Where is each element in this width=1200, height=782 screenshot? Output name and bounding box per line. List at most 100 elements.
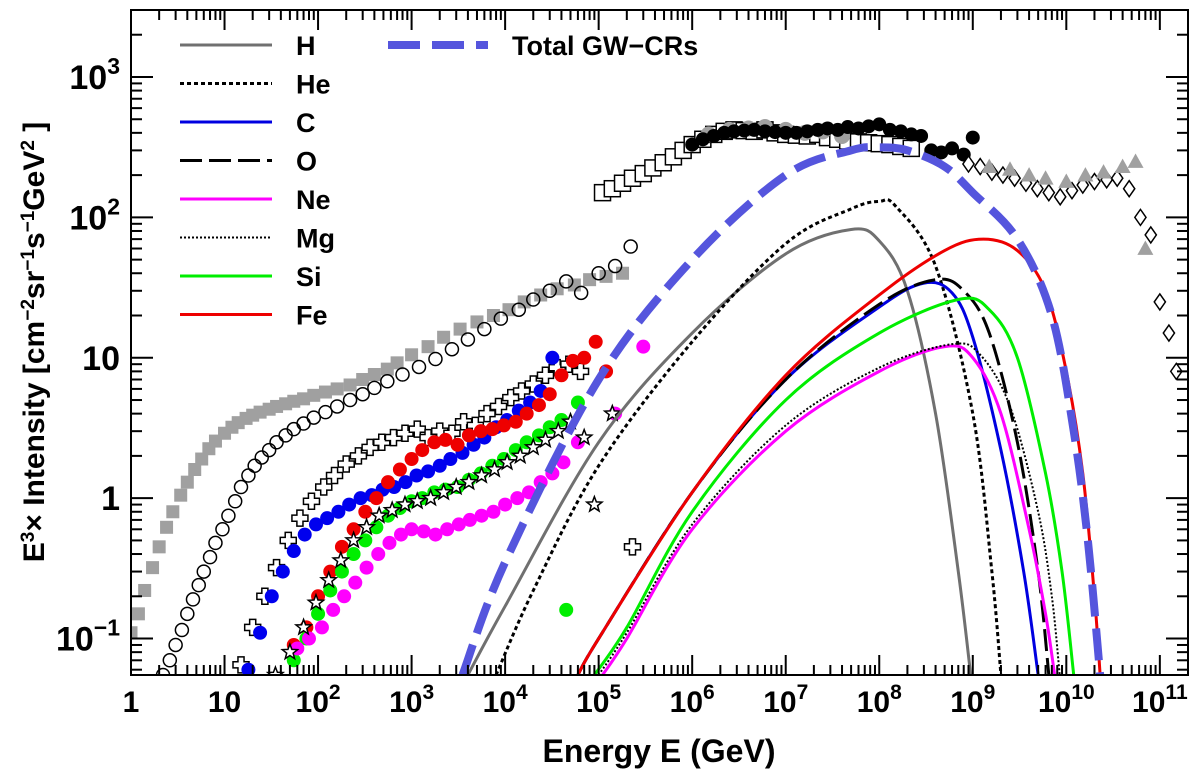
data-point	[318, 385, 332, 399]
data-point	[498, 497, 513, 512]
data-point	[369, 520, 384, 535]
data-point	[820, 121, 835, 136]
data-point	[554, 368, 569, 383]
data-point	[1002, 161, 1019, 176]
x-tick-label: 1010	[1038, 681, 1095, 719]
data-point	[180, 475, 194, 489]
data-point	[318, 404, 333, 420]
data-point	[872, 117, 887, 132]
data-point	[1030, 179, 1044, 199]
data-point	[1162, 323, 1176, 343]
data-point	[486, 504, 501, 519]
data-point	[221, 508, 236, 523]
data-point	[545, 350, 560, 365]
data-point	[131, 607, 145, 621]
data-point	[392, 462, 407, 477]
data-point	[382, 535, 397, 550]
data-point	[778, 125, 793, 140]
data-point	[180, 606, 195, 622]
data-point	[334, 539, 349, 554]
data-point	[623, 239, 638, 254]
data-point	[253, 625, 268, 640]
legend: H He CO Ne Mg Si Fe Total GW−CRs	[180, 31, 698, 331]
data-point	[131, 626, 138, 640]
data-point	[1042, 183, 1056, 202]
data-point	[369, 505, 389, 524]
legend-label-h: H	[296, 31, 316, 61]
data-point	[559, 602, 574, 617]
data-point	[535, 429, 556, 449]
data-point	[981, 158, 998, 173]
data-point	[542, 387, 557, 402]
data-point	[138, 583, 152, 597]
data-point	[623, 538, 642, 556]
data-point	[337, 589, 352, 604]
data-point	[477, 321, 492, 337]
y-tick-label: 10	[82, 340, 120, 378]
data-point	[367, 380, 382, 396]
x-tick-label: 108	[857, 681, 902, 719]
data-point	[390, 356, 404, 370]
data-point	[440, 522, 455, 537]
data-point	[380, 374, 395, 389]
data-point	[685, 137, 700, 152]
data-point	[330, 382, 344, 396]
data-point	[306, 410, 322, 425]
data-point	[202, 549, 218, 565]
x-tick-label: 104	[483, 681, 528, 719]
data-point	[433, 482, 454, 501]
data-point	[331, 504, 346, 519]
x-tick-label: 1011	[1132, 681, 1188, 719]
data-point	[695, 132, 710, 147]
data-point	[162, 653, 178, 668]
data-point	[768, 125, 783, 140]
curve-layer	[458, 143, 1105, 675]
data-point	[293, 617, 314, 636]
data-point	[428, 351, 443, 367]
data-point	[307, 388, 321, 402]
data-point	[1114, 158, 1131, 173]
data-point	[965, 130, 980, 145]
data-point	[757, 124, 772, 139]
plot-frame	[130, 9, 1189, 676]
data-point	[367, 367, 381, 381]
data-point	[432, 458, 447, 473]
data-point	[1053, 187, 1067, 207]
data-point	[409, 468, 424, 483]
data-point	[1021, 167, 1038, 182]
data-point	[334, 564, 349, 579]
data-point	[1144, 225, 1158, 245]
data-point	[325, 466, 344, 485]
data-point	[444, 341, 460, 357]
axis-layer: 1 10 102 103 104 105 106 107 108 109 1010 101110−11…	[56, 9, 1189, 719]
data-point	[355, 386, 370, 402]
data-point	[1153, 292, 1167, 312]
data-point	[567, 278, 581, 292]
data-point	[348, 575, 363, 590]
data-point	[407, 491, 427, 510]
data-point	[269, 435, 284, 450]
data-point	[1095, 164, 1112, 179]
data-point	[405, 348, 419, 362]
data-point	[437, 330, 451, 344]
data-point	[346, 547, 361, 562]
data-point	[337, 455, 355, 473]
data-point	[395, 367, 410, 382]
curve-total-gw-crs	[458, 143, 1105, 675]
data-point	[583, 273, 597, 287]
data-point	[453, 322, 467, 336]
data-point	[343, 378, 357, 392]
data-point	[329, 399, 345, 414]
series-open-stars	[265, 403, 622, 675]
data-point	[591, 265, 606, 281]
data-point	[421, 488, 441, 507]
data-point	[404, 522, 419, 537]
data-point	[460, 332, 476, 347]
data-point	[195, 452, 209, 466]
data-point	[1077, 167, 1094, 182]
data-point	[319, 570, 339, 589]
data-point	[358, 504, 373, 519]
legend-label-si: Si	[296, 262, 322, 292]
data-point	[146, 561, 160, 575]
